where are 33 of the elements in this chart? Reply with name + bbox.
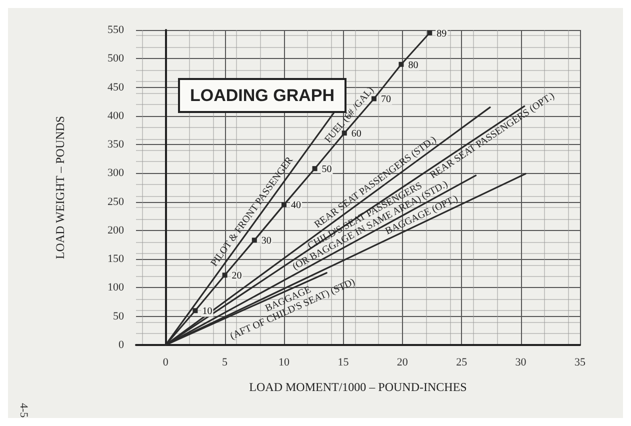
x-axis-title: LOAD MOMENT/1000 – POUND-INCHES <box>249 380 467 394</box>
y-tick-label: 450 <box>108 81 124 94</box>
x-tick-label: 0 <box>162 356 169 368</box>
x-tick-label: 35 <box>574 356 586 368</box>
annotation: 89 <box>436 28 447 40</box>
annotation: 20 <box>232 270 242 282</box>
y-tick-label: 350 <box>108 138 124 151</box>
y-tick-label: 400 <box>108 110 124 122</box>
y-tick-label: 550 <box>108 24 124 36</box>
x-tick-label: 30 <box>515 356 527 368</box>
annotation: 80 <box>408 60 418 71</box>
x-tick-label: 25 <box>456 356 468 368</box>
x-tick-label: 20 <box>396 356 408 368</box>
y-axis-title: LOAD WEIGHT – POUNDS <box>53 116 67 260</box>
y-tick-label: 500 <box>108 52 124 65</box>
annotation: 60 <box>351 128 362 140</box>
y-tick-label: 250 <box>108 196 124 208</box>
y-tick-label: 300 <box>108 167 124 180</box>
y-tick-label: 100 <box>108 282 124 294</box>
y-tick-label: 150 <box>108 253 124 266</box>
annotation: 40 <box>291 200 301 212</box>
y-tick-label: 0 <box>118 339 124 351</box>
x-tick-label: 15 <box>338 356 350 368</box>
y-tick-label: 50 <box>113 310 124 322</box>
y-tick-label: 200 <box>108 224 124 236</box>
text: LOADING GRAPH <box>190 86 334 105</box>
annotation: 10 <box>202 306 212 318</box>
x-tick-label: 5 <box>222 356 228 368</box>
x-tick-label: 10 <box>278 356 290 368</box>
annotation: 30 <box>261 236 272 247</box>
annotation: 50 <box>322 164 332 176</box>
text: 4-5 <box>18 403 30 418</box>
annotation: 70 <box>380 94 391 106</box>
